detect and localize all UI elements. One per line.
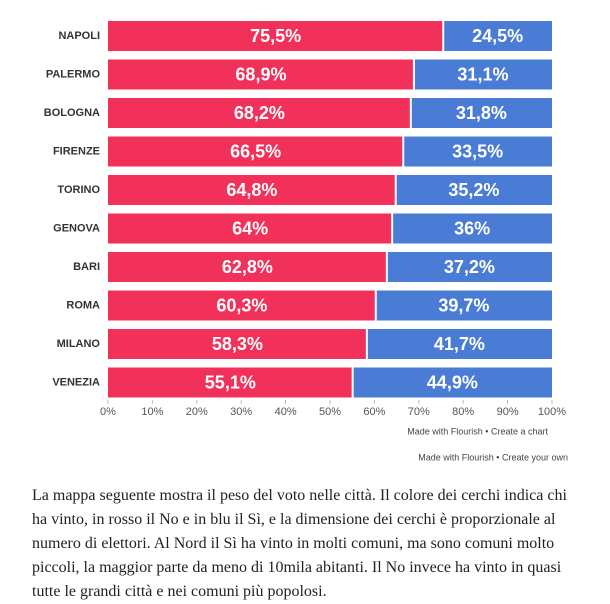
- bar-segment: [108, 175, 395, 205]
- value-label: 39,7%: [438, 295, 489, 315]
- value-label: 24,5%: [472, 26, 523, 46]
- x-tick-label: 70%: [408, 406, 430, 418]
- bar-segment: [108, 367, 352, 398]
- category-label: FIRENZE: [53, 145, 100, 157]
- value-label: 37,2%: [444, 257, 495, 277]
- x-tick-label: 20%: [186, 406, 208, 418]
- chart-footer: Made with Flourish • Create a chart: [407, 426, 548, 436]
- x-tick-label: 60%: [363, 406, 385, 418]
- bar-segment: [108, 213, 392, 244]
- value-label: 75,5%: [250, 26, 301, 46]
- bar-segment: [414, 59, 552, 90]
- bar-segment: [404, 136, 552, 167]
- value-label: 35,2%: [448, 180, 499, 200]
- value-label: 44,9%: [427, 372, 478, 392]
- bar-segment: [387, 252, 552, 282]
- bar-segment: [108, 136, 403, 167]
- bar-segment: [108, 290, 375, 321]
- category-label: ROMA: [66, 299, 100, 311]
- x-tick-label: 80%: [452, 406, 474, 418]
- bar-segment: [353, 367, 552, 398]
- page-footer: Made with Flourish • Create your own: [418, 452, 568, 462]
- value-label: 64%: [232, 218, 268, 238]
- bar-segment: [108, 329, 366, 359]
- value-label: 31,8%: [456, 103, 507, 123]
- value-label: 58,3%: [212, 334, 263, 354]
- bar-segment: [376, 290, 552, 321]
- x-tick-label: 100%: [538, 406, 566, 418]
- x-tick-label: 50%: [319, 406, 341, 418]
- category-label: GENOVA: [53, 222, 100, 234]
- bar-segment: [393, 213, 552, 244]
- category-label: BOLOGNA: [44, 107, 100, 119]
- category-label: VENEZIA: [52, 376, 100, 388]
- bar-segment: [396, 175, 552, 205]
- bar-segment: [108, 21, 443, 51]
- paragraph: La mappa seguente mostra il peso del vot…: [32, 487, 567, 600]
- bar-segment: [444, 21, 552, 51]
- value-label: 64,8%: [226, 180, 277, 200]
- value-label: 33,5%: [452, 141, 503, 161]
- category-label: MILANO: [57, 338, 101, 350]
- x-tick-label: 40%: [275, 406, 297, 418]
- chart: Made with Flourish • Create a chart Made…: [44, 21, 568, 462]
- category-label: TORINO: [57, 184, 100, 196]
- category-label: NAPOLI: [58, 30, 100, 42]
- value-label: 36%: [454, 218, 490, 238]
- value-label: 31,1%: [457, 64, 508, 84]
- x-tick-label: 0%: [100, 406, 116, 418]
- bar-segment: [411, 98, 552, 128]
- bar-segment: [108, 98, 410, 128]
- value-label: 68,2%: [234, 103, 285, 123]
- x-tick-label: 30%: [230, 406, 252, 418]
- value-label: 62,8%: [222, 257, 273, 277]
- value-label: 55,1%: [205, 372, 256, 392]
- value-label: 66,5%: [230, 141, 281, 161]
- bar-segment: [367, 329, 552, 359]
- bar-segment: [108, 59, 413, 90]
- value-label: 60,3%: [216, 295, 267, 315]
- category-label: PALERMO: [46, 68, 101, 80]
- value-label: 41,7%: [434, 334, 485, 354]
- x-tick-label: 10%: [141, 406, 163, 418]
- bar-segment: [108, 252, 386, 282]
- x-tick-label: 90%: [497, 406, 519, 418]
- category-label: BARI: [73, 261, 100, 273]
- value-label: 68,9%: [235, 64, 286, 84]
